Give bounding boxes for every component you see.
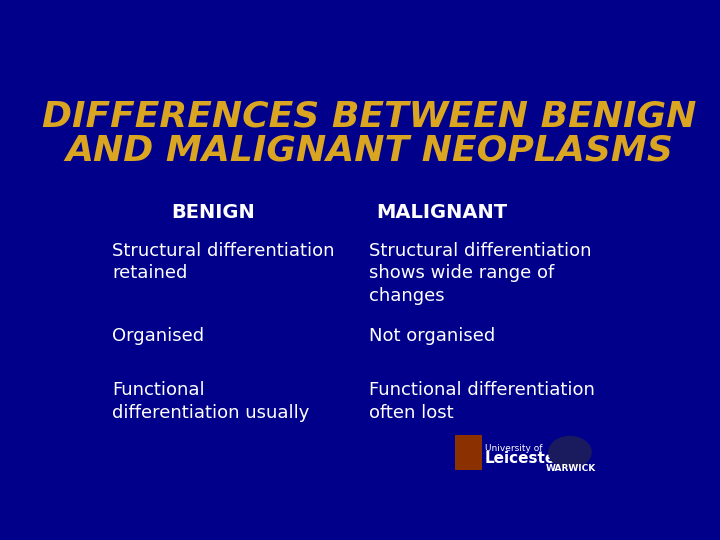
FancyBboxPatch shape: [456, 435, 482, 470]
Text: University of: University of: [485, 444, 543, 453]
Text: Structural differentiation
retained: Structural differentiation retained: [112, 241, 335, 282]
Circle shape: [549, 436, 591, 468]
Text: Organised: Organised: [112, 327, 204, 345]
Text: MALIGNANT: MALIGNANT: [376, 203, 507, 222]
Text: Not organised: Not organised: [369, 327, 495, 345]
Text: DIFFERENCES BETWEEN BENIGN: DIFFERENCES BETWEEN BENIGN: [42, 100, 696, 134]
Text: Functional differentiation
often lost: Functional differentiation often lost: [369, 381, 595, 422]
Text: Structural differentiation
shows wide range of
changes: Structural differentiation shows wide ra…: [369, 241, 592, 305]
Text: BENIGN: BENIGN: [171, 203, 255, 222]
Text: Functional
differentiation usually: Functional differentiation usually: [112, 381, 310, 422]
Text: AND MALIGNANT NEOPLASMS: AND MALIGNANT NEOPLASMS: [65, 133, 673, 167]
Text: Leicester: Leicester: [485, 451, 564, 467]
Text: WARWICK: WARWICK: [546, 464, 596, 474]
